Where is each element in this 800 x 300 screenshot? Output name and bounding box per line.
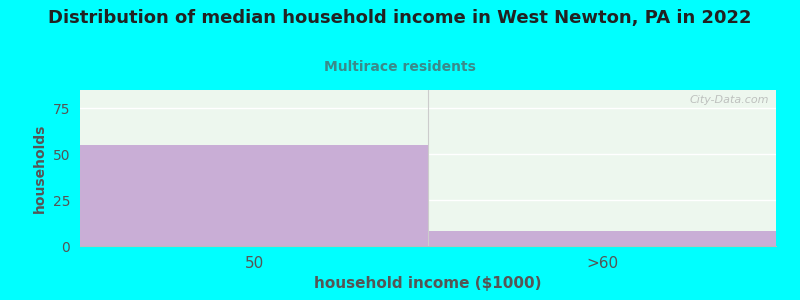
Bar [428, 231, 776, 246]
Y-axis label: households: households [34, 123, 47, 213]
X-axis label: household income ($1000): household income ($1000) [314, 276, 542, 291]
Text: City-Data.com: City-Data.com [690, 95, 769, 105]
Bar [80, 145, 428, 246]
Text: Distribution of median household income in West Newton, PA in 2022: Distribution of median household income … [48, 9, 752, 27]
Text: Multirace residents: Multirace residents [324, 60, 476, 74]
